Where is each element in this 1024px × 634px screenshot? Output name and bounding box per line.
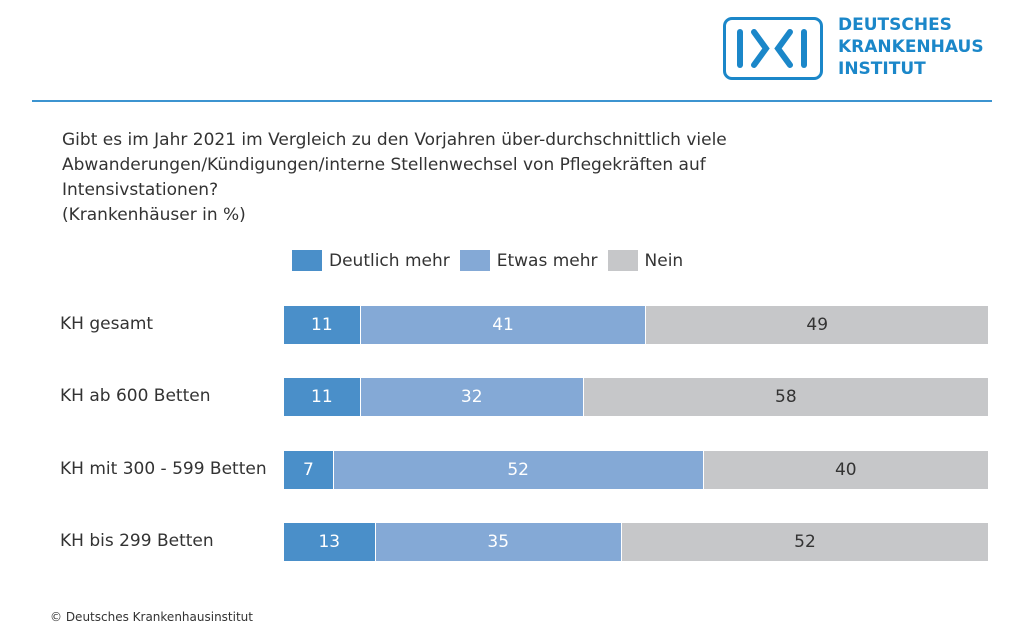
legend-item: Etwas mehr [459,250,598,271]
title-line: Gibt es im Jahr 2021 im Vergleich zu den… [62,130,727,150]
bar-segment: 52 [621,523,988,561]
bar-segment: 7 [284,451,334,489]
chart-title: Gibt es im Jahr 2021 im Vergleich zu den… [62,128,822,228]
category-label: KH gesamt [60,314,154,334]
bar-segment: 40 [703,451,988,489]
legend-swatch [607,250,638,271]
legend-swatch [292,250,322,271]
legend-label: Deutlich mehr [329,250,450,271]
bar-segment: 11 [284,378,361,416]
legend: Deutlich mehr Etwas mehr Nein [292,250,693,271]
title-line: Abwanderungen/Kündigungen/interne Stelle… [62,155,706,175]
category-label: KH ab 600 Betten [60,386,211,406]
header-divider [32,100,992,102]
dki-logo-icon [737,29,807,68]
legend-item: Nein [607,250,684,271]
category-label: KH mit 300 - 599 Betten [60,459,267,479]
logo-line: KRANKENHAUS [838,37,984,57]
legend-label: Etwas mehr [496,250,598,271]
logo-line: INSTITUT [838,59,926,79]
copyright-footer: © Deutsches Krankenhausinstitut [50,610,253,624]
bar-segment: 32 [360,378,584,416]
bar-segment: 13 [284,523,376,561]
category-label: KH bis 299 Betten [60,531,214,551]
bar-segment: 41 [360,306,647,344]
bar-segment: 35 [375,523,622,561]
logo-line: DEUTSCHES [838,15,952,35]
bar-segment: 58 [583,378,988,416]
legend-label: Nein [644,250,684,271]
logo-text: DEUTSCHES KRANKENHAUS INSTITUT [838,14,984,80]
legend-swatch [459,250,490,271]
legend-item: Deutlich mehr [292,250,450,271]
bar-segment: 11 [284,306,361,344]
bar-segment: 49 [646,306,988,344]
dki-logo-mark [723,17,823,80]
bar-segment: 52 [333,451,704,489]
title-line: Intensivstationen? [62,180,219,200]
title-subtitle: (Krankenhäuser in %) [62,205,246,225]
